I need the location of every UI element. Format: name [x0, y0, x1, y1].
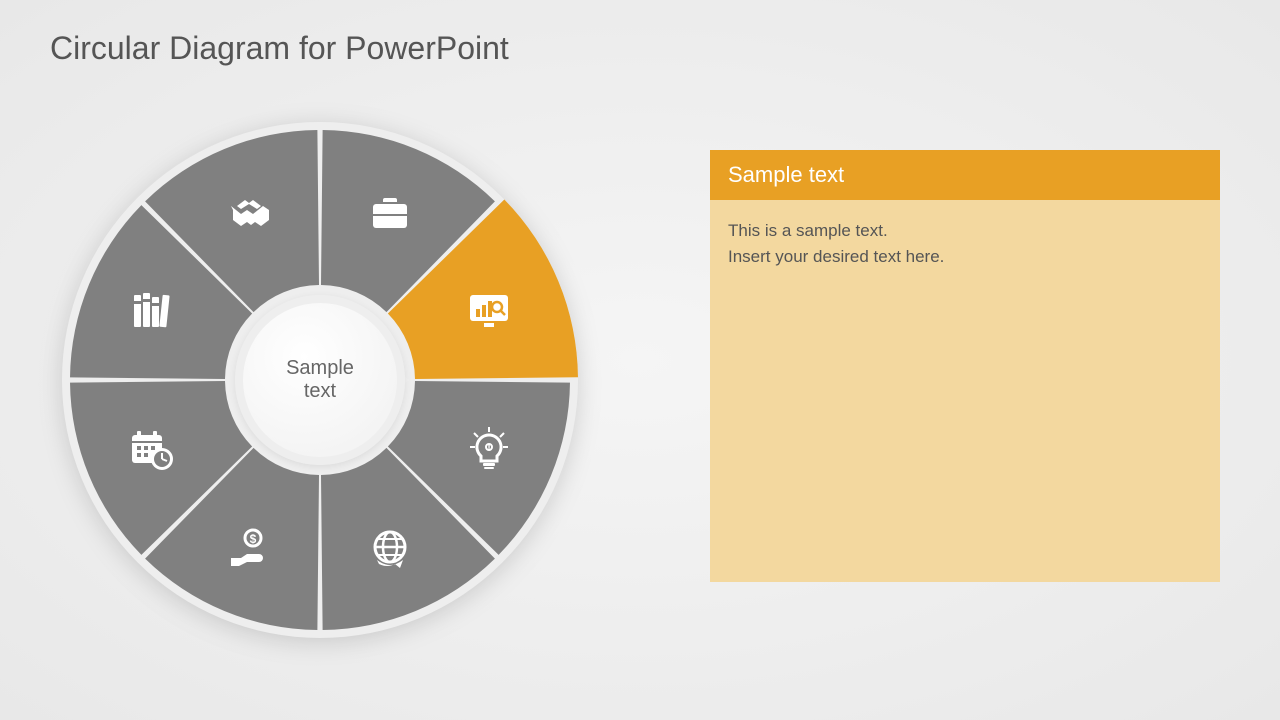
- panel-header: Sample text: [710, 150, 1220, 200]
- center-text: Sampletext: [286, 357, 354, 403]
- page-title: Circular Diagram for PowerPoint: [50, 30, 509, 67]
- panel-body: This is a sample text. Insert your desir…: [710, 200, 1220, 582]
- panel-body-line1: This is a sample text.: [728, 218, 1202, 244]
- info-panel: Sample text This is a sample text. Inser…: [710, 150, 1220, 580]
- circular-diagram: Sampletext: [60, 120, 580, 640]
- panel-body-line2: Insert your desired text here.: [728, 244, 1202, 270]
- center-circle: Sampletext: [235, 295, 405, 465]
